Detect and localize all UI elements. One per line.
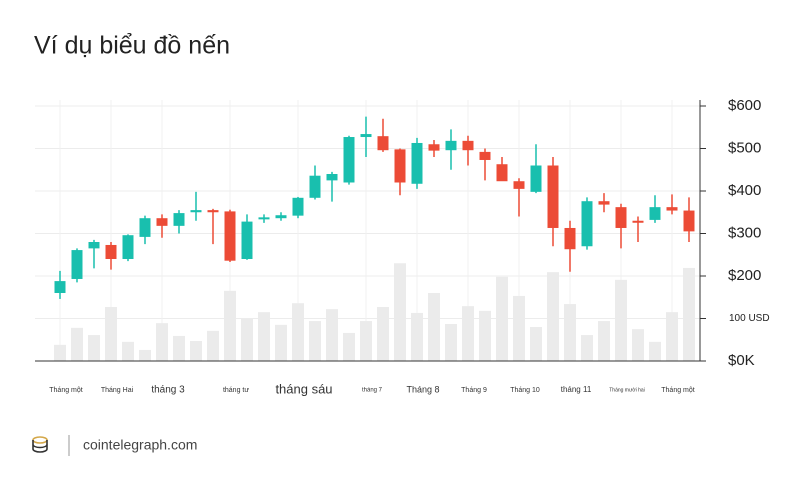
x-tick-label: Tháng một [49, 387, 83, 394]
candle-body [649, 207, 661, 220]
y-tick-label: $500 [728, 139, 761, 156]
volume-bar [462, 306, 474, 361]
candle-body [547, 165, 559, 228]
volume-bar [190, 341, 202, 361]
candle-body [445, 140, 457, 151]
volume-bar [411, 312, 423, 361]
volume-bar [173, 335, 185, 361]
y-tick-label: 100 USD [729, 313, 770, 324]
candle-body [224, 211, 236, 261]
volume-bar [156, 323, 168, 361]
volume-bar [666, 312, 678, 361]
volume-bar [496, 276, 508, 361]
candle-body [258, 217, 270, 220]
volume-bar [513, 295, 525, 361]
volume-bar [207, 330, 219, 361]
y-tick-label: $300 [728, 224, 761, 241]
x-tick-label: Tháng Hai [101, 387, 134, 394]
volume-bar [683, 267, 695, 361]
y-tick-label: $200 [728, 267, 761, 284]
volume-bar [428, 293, 440, 361]
candle-body [122, 235, 134, 259]
candle-body [292, 197, 304, 216]
volume-bar [292, 303, 304, 361]
candle-body [666, 207, 678, 211]
y-tick-label: $600 [728, 97, 761, 114]
candle-body [71, 250, 83, 279]
x-tick-label: tháng 3 [151, 385, 185, 396]
logo [32, 435, 70, 456]
candle-body [530, 165, 542, 192]
volume-bar [649, 341, 661, 361]
volume-bar [598, 321, 610, 361]
candle-body [496, 164, 508, 182]
candle-body [275, 215, 287, 219]
x-tick-label: tháng 7 [362, 388, 383, 394]
x-tick-label: Tháng 9 [461, 387, 487, 394]
volume-bar [360, 321, 372, 361]
candle-body [462, 140, 474, 151]
volume-bar [241, 318, 253, 361]
volume-bar [564, 304, 576, 361]
candle-body [360, 134, 372, 138]
candle-body [54, 281, 66, 293]
volume-bar [581, 335, 593, 361]
volume-bar [479, 310, 491, 361]
volume-bar [632, 329, 644, 361]
candle-body [683, 210, 695, 232]
candle-body [564, 227, 576, 250]
volume-bar [309, 321, 321, 361]
x-tick-label: Tháng một [661, 387, 695, 394]
x-tick-label: tháng sáu [275, 381, 332, 396]
volume-bar [326, 309, 338, 361]
volume-bar [547, 272, 559, 361]
volume-bar [139, 349, 151, 361]
x-tick-label: Tháng 8 [406, 384, 439, 394]
volume-bar [530, 327, 542, 361]
candle-body [309, 175, 321, 198]
x-tick-label: Tháng mười hai [609, 387, 645, 393]
candle-body [479, 151, 491, 160]
candle-body [139, 218, 151, 237]
candle-body [326, 174, 338, 181]
candle-body [581, 201, 593, 247]
candle-body [105, 244, 117, 259]
candle-body [377, 136, 389, 151]
volume-bar [105, 307, 117, 361]
x-tick-label: tháng 11 [561, 385, 592, 394]
volume-bar [258, 312, 270, 361]
volume-bar [122, 341, 134, 361]
volume-bar [54, 344, 66, 361]
candle-body [241, 221, 253, 259]
x-tick-label: Tháng 10 [510, 387, 540, 394]
volume-bar [343, 332, 355, 361]
candle-body [632, 220, 644, 223]
candle-body [428, 144, 440, 151]
volume-bar [615, 279, 627, 361]
candle-body [343, 137, 355, 183]
volume-bar [275, 324, 287, 361]
y-tick-label: $400 [728, 182, 761, 199]
y-tick-label: $0K [728, 352, 755, 369]
candle-body [190, 210, 202, 213]
candle-body [411, 142, 423, 184]
chart-title: Ví dụ biểu đồ nến [34, 32, 230, 60]
x-tick-label: tháng tư [223, 387, 249, 394]
candle-body [88, 242, 100, 249]
candle-body [173, 213, 185, 226]
candle-body [615, 207, 627, 228]
footer-site: cointelegraph.com [83, 437, 197, 453]
volume-bar [224, 290, 236, 361]
candle-body [207, 210, 219, 213]
volume-bar [394, 263, 406, 361]
candle-body [513, 181, 525, 189]
candle-body [598, 201, 610, 205]
volume-bar [377, 307, 389, 361]
candle-body [394, 149, 406, 183]
volume-bar [71, 327, 83, 361]
volume-bar [88, 335, 100, 361]
volume-bar [445, 324, 457, 361]
candle-body [156, 218, 168, 226]
